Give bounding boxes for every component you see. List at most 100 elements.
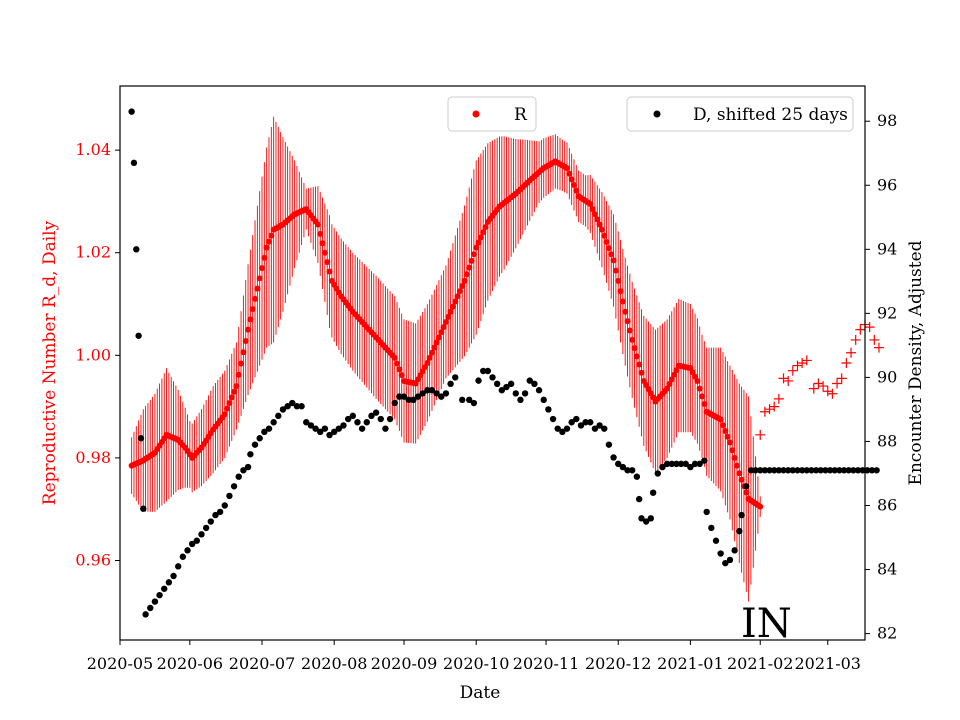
r-cross-point <box>778 373 789 384</box>
r-point <box>622 308 629 315</box>
r-point <box>435 334 442 341</box>
d-point <box>868 467 876 474</box>
r-cross-point <box>850 334 861 345</box>
r-cross-point <box>864 322 875 333</box>
d-point <box>601 425 608 432</box>
r-point <box>629 336 636 343</box>
r-point <box>252 295 259 302</box>
r-point <box>598 226 605 233</box>
right-tick-label: 88 <box>877 431 897 450</box>
r-point <box>238 360 245 367</box>
right-tick-label: 90 <box>877 367 897 386</box>
r-cross-point <box>873 342 884 353</box>
d-point <box>577 422 585 429</box>
left-tick-label: 1.00 <box>75 345 111 364</box>
r-point <box>568 176 575 183</box>
d-point <box>226 492 233 500</box>
d-point <box>610 454 617 461</box>
r-point <box>573 187 580 194</box>
d-point <box>284 403 291 410</box>
d-point <box>701 457 708 464</box>
d-point <box>803 467 810 474</box>
d-point <box>137 435 145 442</box>
d-point <box>484 367 492 375</box>
region-label: IN <box>741 601 792 647</box>
d-point <box>859 467 866 474</box>
r-point <box>438 329 445 336</box>
r-point <box>694 377 701 384</box>
d-point <box>771 467 778 474</box>
d-point <box>424 387 431 394</box>
d-point <box>836 467 843 474</box>
legend-d-marker <box>653 110 661 118</box>
r-point <box>603 238 610 245</box>
d-point <box>470 399 478 407</box>
d-point <box>638 515 645 522</box>
r-point <box>612 267 619 274</box>
r-point <box>724 433 731 440</box>
d-point <box>230 483 238 490</box>
d-point <box>354 419 361 426</box>
r-point <box>235 371 242 378</box>
r-point <box>449 303 456 310</box>
x-tick-label: 2020-08 <box>301 654 367 673</box>
d-point <box>780 467 787 474</box>
r-point <box>261 254 268 261</box>
r-point <box>757 503 764 510</box>
r-point <box>638 369 645 376</box>
d-point <box>540 396 547 404</box>
d-point <box>659 463 666 471</box>
d-point <box>817 467 824 474</box>
r-point <box>228 394 235 401</box>
d-point <box>368 412 375 420</box>
r-point <box>247 316 254 323</box>
r-cross-point <box>832 378 843 389</box>
d-point <box>526 377 533 384</box>
d-point <box>654 470 661 477</box>
right-tick-label: 84 <box>877 560 897 579</box>
r-point <box>249 306 256 313</box>
r-cross-point <box>797 358 808 368</box>
d-point <box>663 460 671 468</box>
r-point <box>608 251 615 258</box>
r-cross-point <box>792 360 803 371</box>
plot-frame <box>119 85 866 641</box>
r-point <box>570 182 577 189</box>
d-point <box>738 511 745 519</box>
d-point <box>165 579 173 586</box>
r-point <box>447 308 454 315</box>
r-point <box>463 271 470 278</box>
d-point <box>256 435 263 442</box>
r-point <box>224 405 231 412</box>
r-point <box>719 422 726 429</box>
r-point <box>428 349 435 356</box>
d-point <box>391 399 398 407</box>
d-point <box>531 380 538 388</box>
legend-r-box <box>447 96 537 132</box>
d-point <box>340 422 347 429</box>
r-point <box>475 239 482 246</box>
r-point <box>624 318 631 325</box>
d-point <box>270 419 277 426</box>
left-axis-label: Reproductive Number R_d, Daily <box>40 220 60 505</box>
d-point <box>775 467 783 474</box>
d-point <box>202 524 210 532</box>
left-tick-label: 1.04 <box>75 140 111 159</box>
d-point <box>142 611 149 618</box>
d-point <box>235 473 242 480</box>
r-cross-point <box>808 383 819 394</box>
x-tick-label: 2021-02 <box>727 654 793 673</box>
r-cross-point <box>801 355 812 366</box>
r-point <box>673 367 680 374</box>
d-point <box>261 428 268 436</box>
d-point <box>649 489 657 496</box>
r-point <box>245 326 252 333</box>
d-point <box>789 467 797 474</box>
r-point <box>731 454 738 461</box>
x-tick-label: 2020-09 <box>371 654 437 673</box>
r-point <box>729 447 736 454</box>
r-point <box>324 259 331 266</box>
right-tick-label: 96 <box>877 175 897 194</box>
d-point <box>596 422 603 429</box>
r-point <box>314 221 321 228</box>
